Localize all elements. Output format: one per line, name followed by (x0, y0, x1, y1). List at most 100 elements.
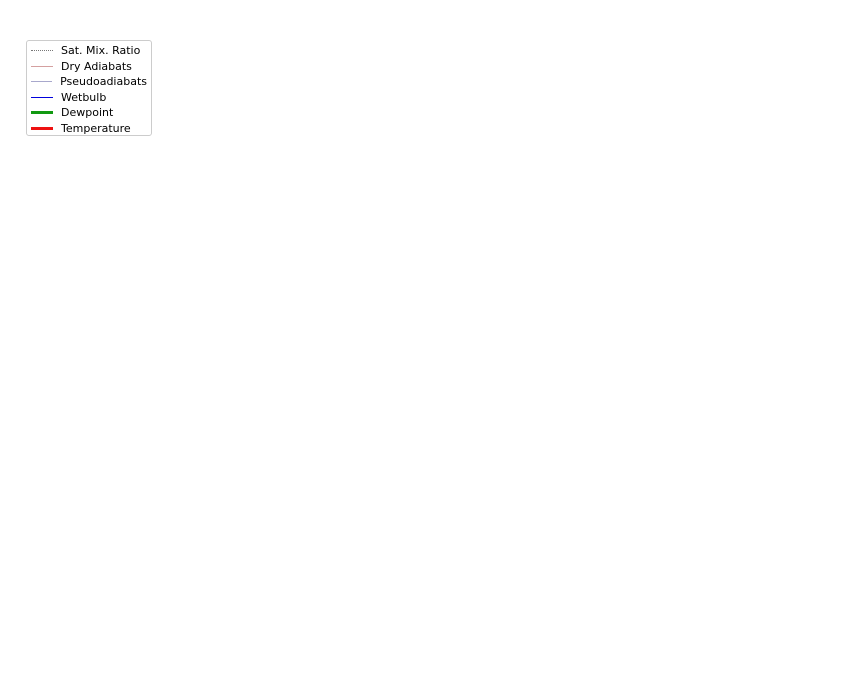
calm-wind-circle (827, 598, 835, 607)
x-tick-label: −20 (300, 650, 327, 665)
y-tick-label: 800 (139, 565, 164, 580)
isotherm (312, 26, 616, 642)
omega-bar (19, 513, 22, 520)
legend-entry: Sat. Mix. Ratio (31, 43, 147, 59)
wind-barb-full (819, 310, 826, 322)
wind-barb-staff (818, 349, 844, 356)
mixing-ratio-line (635, 448, 648, 642)
pseudoadiabat (172, 106, 626, 642)
omega-tick-label: −2 (77, 653, 92, 664)
wind-barb-full (827, 132, 832, 144)
dry-adiabat (471, 26, 810, 246)
wind-barb-full (831, 207, 836, 219)
dry-adiabat (287, 26, 810, 383)
mixing-ratio-label: 6 (524, 437, 529, 446)
wind-barb-full (824, 266, 829, 278)
wind-barb-pennant (816, 207, 824, 219)
mixing-ratio-label: 36 (705, 437, 715, 446)
wind-barb-staff (818, 309, 844, 315)
omega-bar (17, 551, 22, 558)
omega-bar (19, 533, 22, 540)
wind-barb-staff (824, 518, 844, 537)
wind-barb-full (815, 409, 825, 419)
wind-barb-full (815, 436, 825, 446)
dewpoint-line (265, 26, 502, 603)
pseudoadiabat (618, 26, 768, 642)
legend-label: Wetbulb (61, 90, 107, 104)
x-tick-label: −30 (229, 650, 256, 665)
wind-barb-half (823, 25, 826, 32)
wind-barb-full (821, 207, 826, 219)
omega-bar (22, 24, 24, 28)
isotherm (596, 205, 810, 642)
wind-barb-staff (818, 564, 844, 572)
mixing-ratio-label: 24 (661, 437, 671, 446)
dry-adiabat (324, 26, 810, 354)
omega-bar (20, 129, 22, 136)
mixing-ratio-line (463, 448, 490, 642)
wind-barb-full (817, 520, 828, 528)
wind-barb-full (831, 132, 836, 144)
mixing-ratio-line (657, 448, 667, 642)
x-tick-label: 40 (731, 650, 748, 665)
y-tick-label: 300 (139, 308, 164, 323)
omega-bar (11, 583, 22, 592)
omega-axis-label: Omega (Pa/s) (10, 670, 98, 685)
dry-adiabat (581, 26, 810, 171)
temperature-line (348, 26, 600, 604)
mixing-ratio-label: 4 (487, 437, 492, 446)
mixing-ratio-line (558, 448, 577, 642)
omega-bar (20, 445, 22, 452)
x-tick-label: 50 (802, 650, 819, 665)
isotherm (525, 61, 810, 642)
x-tick-label: 20 (589, 650, 606, 665)
pseudoadiabat (172, 26, 654, 642)
mixing-ratio-line (610, 448, 624, 642)
mixing-ratio-label: 16 (618, 437, 628, 446)
wind-barb-staff (821, 435, 844, 449)
pseudoadiabat (387, 26, 711, 642)
wind-barb-staff (818, 547, 844, 555)
legend-label: Dry Adiabats (61, 59, 132, 73)
wind-barb-full (824, 132, 829, 144)
isotherm (172, 26, 474, 642)
wind-barb-pennant (814, 383, 825, 394)
y-tick-label: 400 (139, 384, 164, 399)
y-axis-label: Pressure (hPa) (105, 280, 123, 388)
dry-adiabat (177, 26, 810, 473)
y-tick-label: 1000 (131, 624, 164, 639)
dry-adiabat (508, 26, 810, 220)
isotherm (667, 350, 810, 642)
mixing-ratio-line (534, 448, 555, 642)
legend-label: Sat. Mix. Ratio (61, 44, 141, 58)
mixing-ratio-line (705, 448, 711, 642)
wind-barb-full (814, 479, 825, 487)
wind-barb-full (831, 266, 836, 278)
calm-wind-circle (827, 583, 835, 592)
wind-barb-full (812, 564, 820, 576)
y-tick-label: 700 (139, 530, 164, 545)
wind-barb-staff (822, 458, 844, 474)
mixing-ratio-label: 8 (552, 437, 557, 446)
wind-barb-staff (823, 500, 844, 518)
omega-bar (15, 311, 22, 318)
omega-tick-label: 0 (19, 653, 25, 664)
wind-barb-pennant (816, 26, 824, 37)
legend-entry: Temperature (31, 121, 147, 137)
legend-label: Pseudoadiabats (60, 75, 147, 89)
wind-barb-full (827, 266, 832, 278)
dry-adiabat (361, 26, 810, 326)
wind-barb-pennant (814, 350, 825, 361)
wind-barb-full (821, 266, 826, 278)
wind-barb-half (835, 132, 839, 138)
dry-adiabat (172, 95, 810, 537)
wind-barb-pennant (816, 266, 824, 278)
chart-legend: Sat. Mix. Ratio Dry Adiabats Pseudoadiab… (26, 40, 152, 136)
isotherm (383, 26, 687, 642)
legend-entry: Pseudoadiabats (31, 74, 147, 90)
dry-adiabat (544, 26, 810, 195)
isotherm (241, 26, 545, 642)
surface-temperature-label: 62F (591, 605, 614, 618)
wind-barb-full (816, 502, 827, 510)
x-tick-label: −10 (371, 650, 398, 665)
